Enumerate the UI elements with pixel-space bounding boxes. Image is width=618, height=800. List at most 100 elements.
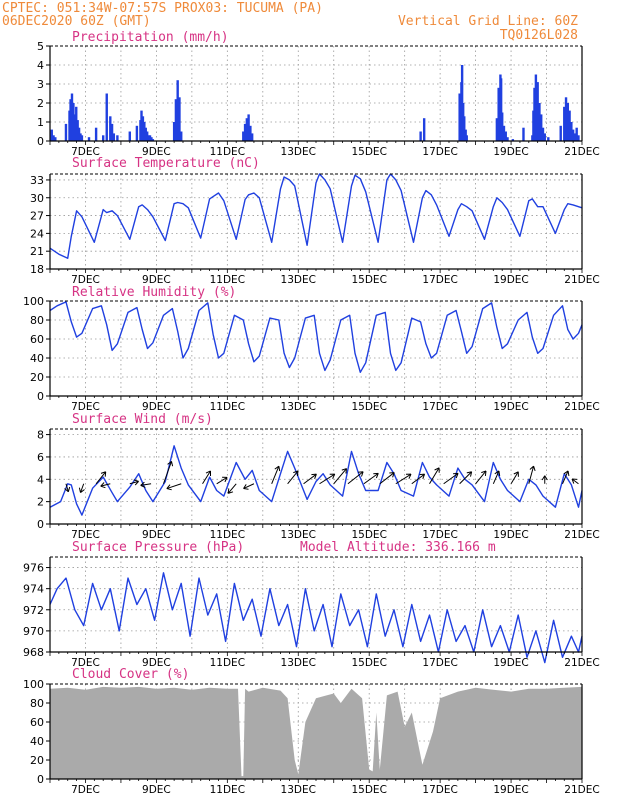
cloud-ytick-label: 60	[30, 716, 44, 729]
press-ytick-label: 972	[23, 604, 44, 617]
precip-bar	[501, 112, 504, 141]
wind-vector-head	[494, 470, 501, 476]
precip-ytick-label: 2	[37, 97, 44, 110]
station-header: CPTEC: 051:34W-07:57S PROX03: TUCUMA (PA…	[2, 1, 323, 16]
precip-bar	[116, 135, 119, 141]
wind-xtick-label: 19DEC	[493, 529, 528, 541]
press-xtick-label: 9DEC	[142, 657, 171, 669]
wind-vector	[475, 470, 487, 485]
precip-bar	[570, 122, 573, 141]
precip-bar	[80, 135, 84, 141]
temp-xtick-label: 21DEC	[564, 274, 599, 286]
precip-bar	[242, 131, 245, 141]
cloud-xtick-label: 19DEC	[493, 784, 528, 796]
rh-ytick-label: 20	[30, 371, 44, 384]
precip-bar	[79, 133, 82, 141]
rh-ytick-label: 80	[30, 314, 44, 327]
rh-title: Relative Humidity (%)	[72, 285, 236, 300]
precip-bar	[128, 131, 131, 141]
wind-vector-head	[222, 476, 228, 483]
wind-vector-head	[389, 472, 395, 478]
rh-xtick-label: 11DEC	[210, 401, 245, 413]
wind-vector	[303, 473, 317, 485]
wind-vector-head	[481, 470, 487, 476]
wind-ytick-label: 8	[37, 429, 44, 442]
precip-bar	[538, 103, 541, 141]
wind-panel: 0 2 4 6 8 7DEC 9DEC 11DEC 13DEC 15DEC 17DEC 19DEC 21…	[37, 428, 600, 541]
press-xtick-label: 19DEC	[493, 657, 528, 669]
precip-bar	[87, 137, 91, 141]
press-xtick-label: 21DEC	[564, 657, 599, 669]
precip-bar	[499, 78, 503, 141]
precip-bar	[140, 110, 143, 141]
wind-vector-head	[140, 481, 146, 488]
precip-bar	[73, 114, 77, 141]
temp-xtick-label: 19DEC	[493, 274, 528, 286]
wind-vector	[65, 483, 69, 492]
press-line	[49, 572, 583, 664]
precip-bar	[145, 131, 149, 141]
precip-bar	[540, 114, 543, 141]
wind-title: Surface Wind (m/s)	[72, 412, 213, 427]
temp-ytick-label: 24	[30, 227, 44, 240]
cloud-ytick-label: 0	[37, 773, 44, 786]
rh-xtick-label: 7DEC	[71, 401, 100, 413]
wind-vector	[227, 483, 237, 494]
precip-bar	[174, 99, 178, 141]
rh-ytick-label: 100	[23, 295, 44, 308]
wind-vector-head	[419, 473, 426, 479]
precip-bar	[64, 123, 68, 141]
wind-vector	[395, 473, 412, 485]
precip-bar	[178, 97, 181, 141]
precip-xtick-label: 7DEC	[71, 146, 100, 158]
wind-xtick-label: 15DEC	[351, 529, 386, 541]
cloud-xtick-label: 21DEC	[564, 784, 599, 796]
wind-vector-head	[293, 470, 299, 476]
precip-bar	[465, 135, 468, 141]
wind-vector-head	[434, 467, 440, 473]
precip-bar	[497, 87, 500, 141]
wind-vector	[379, 472, 395, 485]
precip-bar	[102, 135, 105, 141]
wind-vector	[333, 468, 347, 485]
precip-bar	[568, 110, 571, 141]
precip-bar	[249, 125, 252, 141]
run-date: 06DEC2020 60Z (GMT)	[2, 14, 151, 29]
rh-panel: 0 20 40 60 80 100 7DEC 9DEC 11DEC 13DEC 15DEC 17DEC…	[23, 295, 600, 413]
precip-bar	[534, 74, 538, 141]
wind-vector-head	[133, 479, 139, 486]
cloud-ytick-label: 20	[30, 754, 44, 767]
wind-vector-head	[405, 473, 412, 479]
precip-bar	[563, 106, 566, 141]
cloud-area	[50, 686, 582, 779]
wind-vector-head	[341, 468, 348, 474]
cloud-ytick-label: 80	[30, 697, 44, 710]
precip-xtick-label: 19DEC	[493, 146, 528, 158]
wind-xtick-label: 13DEC	[281, 529, 316, 541]
wind-vector-head	[78, 487, 85, 493]
precip-bar	[77, 127, 81, 141]
wind-vector	[202, 470, 211, 485]
temp-xtick-label: 9DEC	[142, 274, 171, 286]
cloud-xtick-label: 17DEC	[422, 784, 457, 796]
precip-bar	[148, 135, 152, 141]
wind-vector-head	[373, 472, 379, 479]
precip-xtick-label: 21DEC	[564, 146, 599, 158]
press-ytick-label: 968	[23, 646, 44, 659]
precip-bar	[176, 80, 179, 141]
temp-title: Surface Temperature (nC)	[72, 156, 260, 171]
wind-vector	[216, 476, 228, 485]
precip-ytick-label: 4	[37, 59, 44, 72]
precip-xtick-label: 11DEC	[210, 146, 245, 158]
wind-vector-head	[166, 484, 172, 491]
wind-vector-head	[64, 486, 71, 493]
precip-xtick-label: 15DEC	[351, 146, 386, 158]
panels: 0 1 2 3 4 5 7DEC 9DEC 11DEC 13DEC 15DEC 17DEC 19DEC 2…	[23, 40, 600, 796]
wind-vector-head	[358, 471, 364, 477]
cloud-xtick-label: 15DEC	[351, 784, 386, 796]
precip-bar	[564, 97, 568, 141]
precip-bar	[144, 127, 147, 141]
precip-bar	[463, 116, 466, 141]
wind-vector-head	[513, 471, 519, 477]
